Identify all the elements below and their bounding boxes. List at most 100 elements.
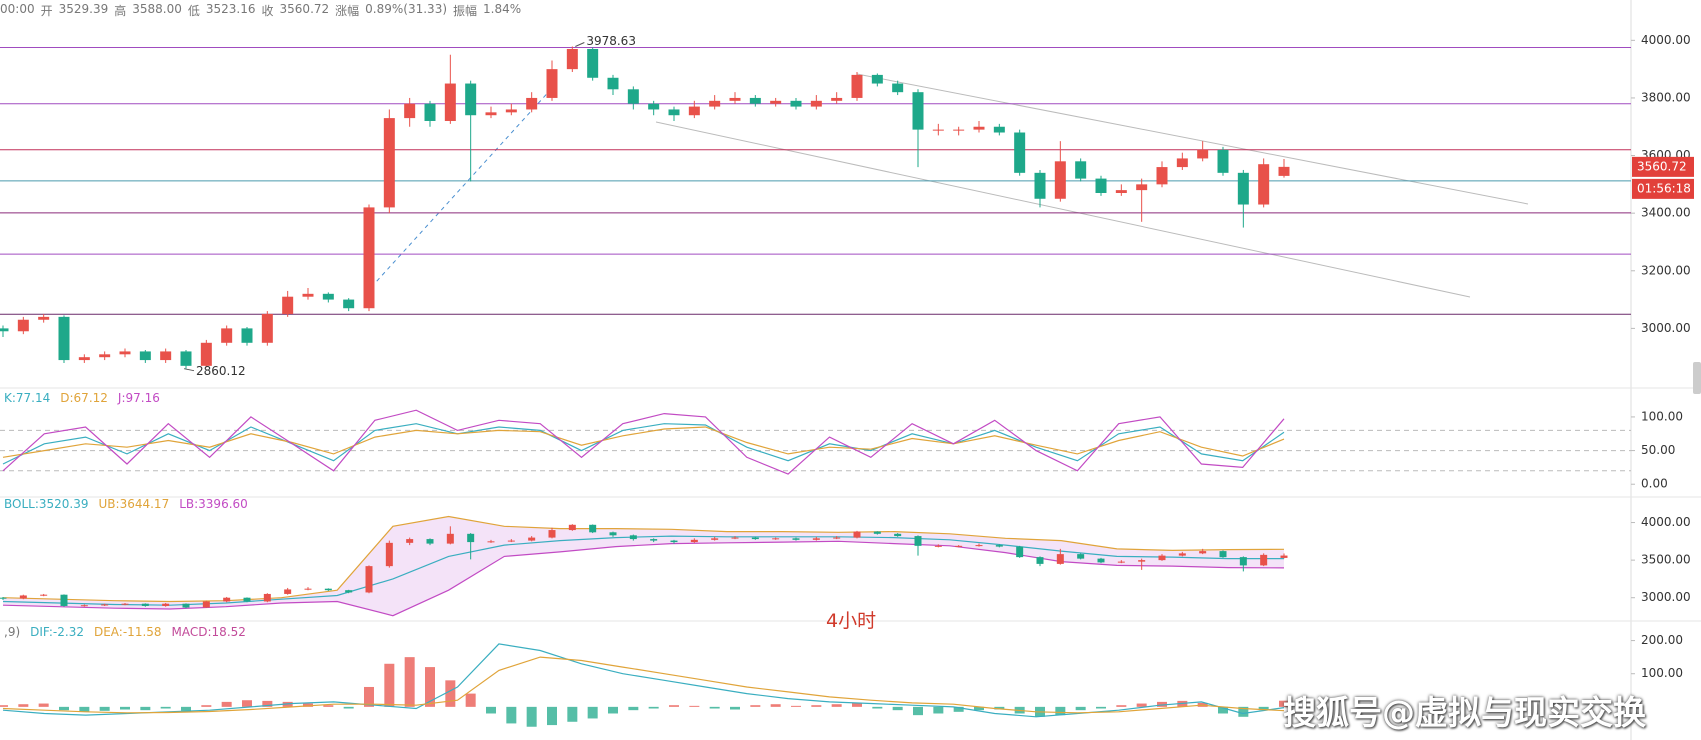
candle-body [485,112,497,116]
candle-body [548,530,556,538]
ohlc-header: 00:00 开 3529.39 高 3588.00 低 3523.16 收 3560.72 涨幅 0… [0,2,521,19]
macd-bar [384,663,395,707]
extreme-arrow [575,42,585,47]
candle-body [304,588,312,590]
candle-body [1199,551,1207,554]
y-tick-label: 4000.00 [1641,33,1691,47]
candle-body [139,351,151,361]
header-label: 开 [40,4,53,18]
candle-body [385,542,393,567]
candle-body [202,601,210,608]
candle-body [1097,558,1105,563]
candle-body [119,351,131,355]
candle-body [1115,190,1127,193]
macd-bar [99,706,110,711]
candle-body [912,92,924,130]
watermark: 搜狐号@虚拟与现实交换 [1283,693,1646,732]
macd-bar [567,706,578,722]
candle-body [1054,161,1066,199]
legend-entry: J:97.16 [117,391,160,405]
series-line [2,409,1285,475]
candle-body [812,538,820,540]
candle-body [792,538,800,540]
y-tick-label: 3200.00 [1641,263,1691,277]
candle-body [507,540,515,542]
candle-body [709,100,721,107]
macd-bar [770,704,781,707]
candle-body [955,545,963,547]
header-value: 3588.00 [132,2,182,16]
legend-prefix: ,9) [4,625,21,639]
last-price: 3560.72 [1637,159,1687,173]
macd-bar [506,706,517,724]
macd-bar [994,706,1005,710]
candle-body [831,97,843,101]
candle-body [1239,557,1247,566]
legend-entry: LB:3396.60 [179,497,248,511]
legend-entry: DIF:-2.32 [30,625,84,639]
candle-body [101,604,109,606]
extreme-arrow [183,368,195,372]
candle-body [914,536,922,546]
candle-body [200,342,212,366]
candle-body [1036,557,1044,564]
macd-bar [404,657,415,707]
candle-body [322,293,334,300]
macd-bar [120,706,130,710]
candle-body [688,106,700,116]
y-tick-label: 100.00 [1641,409,1683,423]
candle-body [426,539,434,544]
macd-bar [953,706,964,712]
candle-body [60,594,68,606]
macd-bar [608,706,618,714]
candle-body [487,541,495,543]
candle-body [282,296,294,314]
candle-body [751,537,759,540]
y-tick-label: 100.00 [1641,666,1683,680]
macd-bar [1157,701,1167,707]
series-line [2,656,1285,714]
macd-bar [242,700,252,707]
candle-body [78,357,90,361]
candle-body [1117,561,1125,563]
candle-body [975,545,983,547]
candle-body [546,69,558,98]
candle-body [182,603,190,608]
y-tick-label: 4000.00 [1641,515,1691,529]
candle-body [58,316,70,361]
candle-body [467,533,475,543]
macd-bar [709,706,720,709]
macd-bar [425,667,435,707]
macd-bar [1279,700,1289,707]
candle-body [261,313,273,343]
candle-body [648,103,660,110]
macd-bar [526,706,537,727]
candle-body [810,100,822,107]
candle-body [833,537,841,539]
candle-body [383,118,395,208]
candle-body [566,48,578,70]
header-value: 3560.72 [279,2,330,16]
macd-bar [59,706,69,711]
candle-body [668,109,680,116]
macd-bar [465,693,476,707]
candle-body [1176,158,1188,168]
macd-bar [18,704,29,707]
y-tick-label: 0.00 [1641,477,1668,491]
macd-bar [364,686,374,707]
candle-body [851,74,863,98]
macd-bar [892,706,903,711]
candle-body [995,545,1003,547]
candle-body [790,100,802,107]
candle-body [1077,554,1085,559]
side-tab[interactable] [1693,362,1701,394]
candle-body [363,207,375,309]
candle-body [934,545,942,547]
candle-body [424,103,436,121]
candle-body [121,603,129,605]
candle-body [731,537,739,539]
period-label: 4小时 [826,610,877,632]
candle-body [343,299,355,309]
